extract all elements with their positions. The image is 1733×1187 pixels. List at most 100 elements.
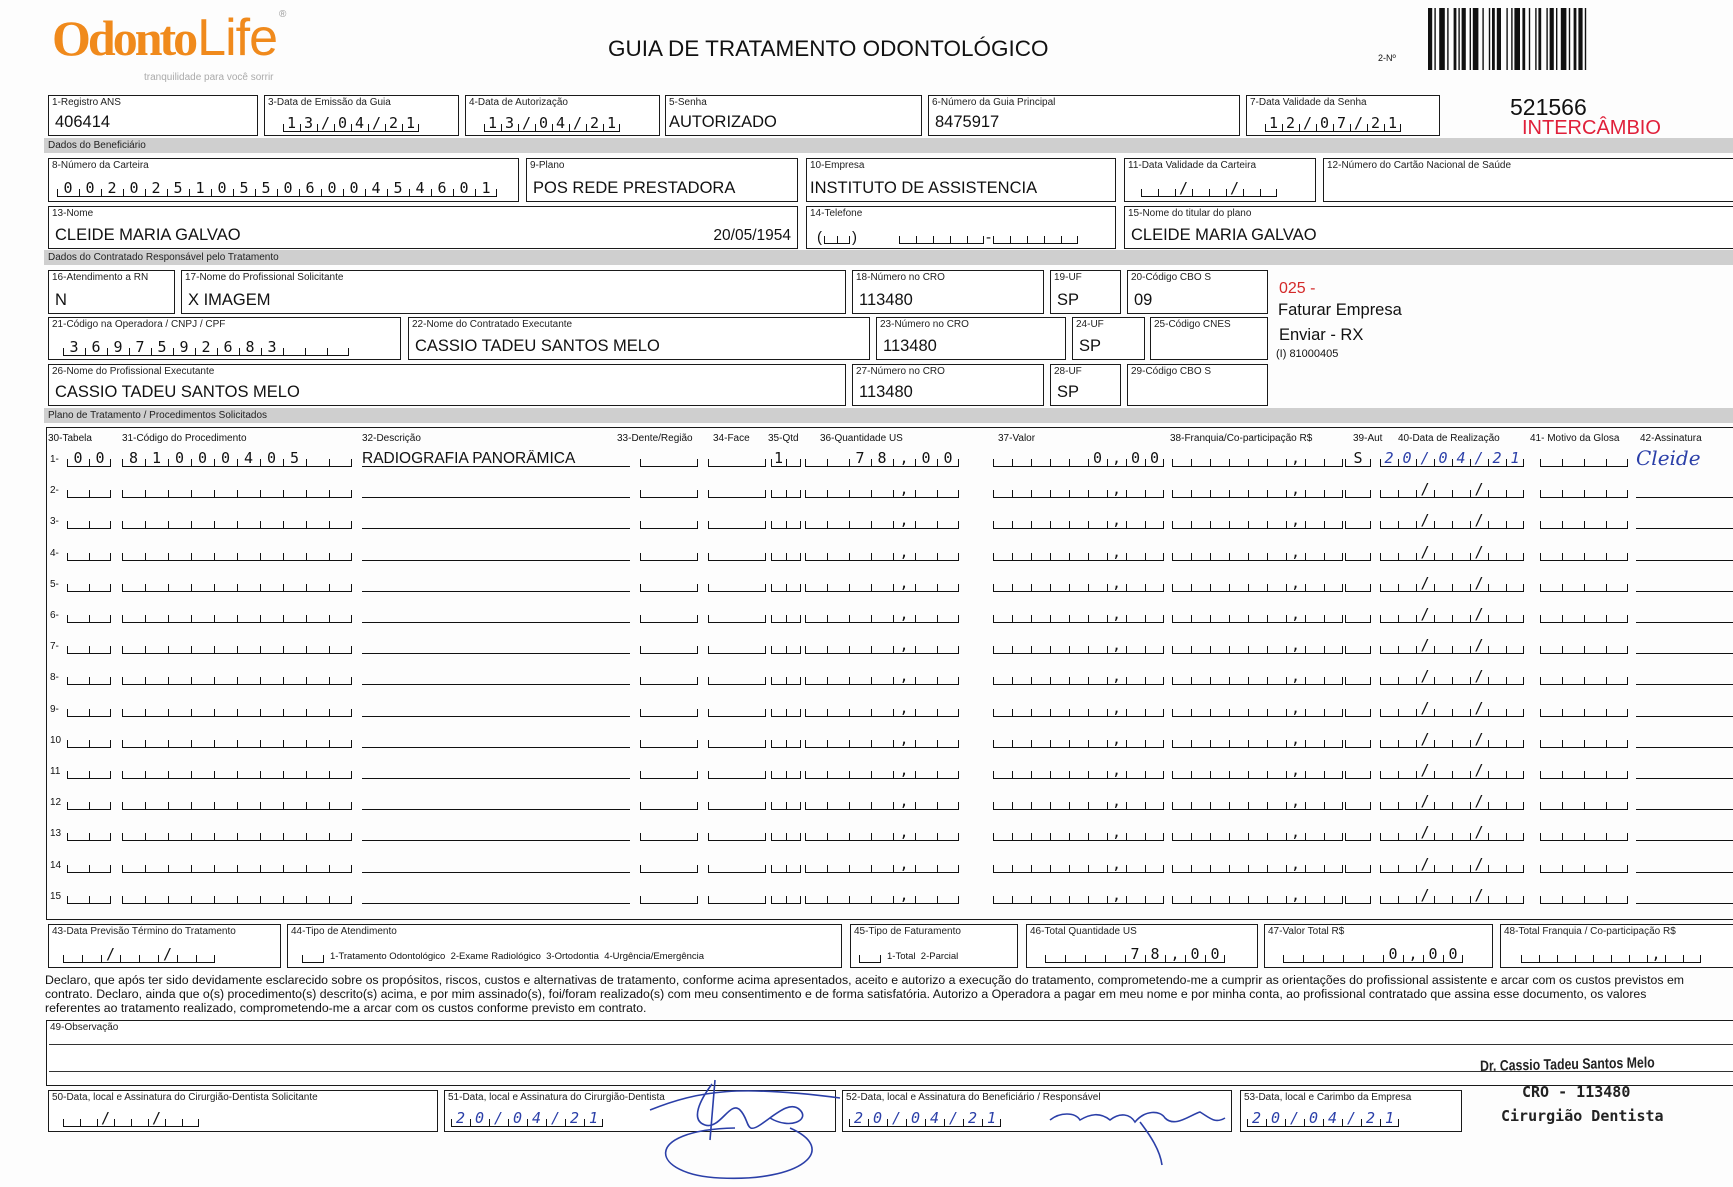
cell-glosa[interactable] [1540, 637, 1628, 655]
cell-franquia[interactable]: , [1172, 481, 1343, 499]
cell-qtd[interactable] [771, 668, 801, 686]
cell-aut[interactable] [1345, 512, 1371, 530]
cell-assinatura[interactable] [1636, 606, 1733, 623]
field-assinatura-beneficiario[interactable]: 52-Data, local e Assinatura do Beneficiá… [842, 1090, 1232, 1132]
cell-descricao[interactable] [362, 575, 630, 592]
cell-qtd_us[interactable]: , [805, 574, 959, 592]
cell-aut[interactable] [1345, 793, 1371, 811]
cell-descricao[interactable] [362, 544, 630, 561]
field-contratado-executante[interactable]: 22-Nome do Contratado Executante CASSIO T… [408, 317, 870, 360]
cell-face[interactable] [708, 762, 766, 779]
cell-descricao[interactable]: RADIOGRAFIA PANORÂMICA [362, 450, 630, 467]
cell-dente[interactable] [640, 699, 698, 717]
cell-qtd_us[interactable]: , [805, 606, 959, 623]
field-tipo-faturamento[interactable]: 45-Tipo de Faturamento 1-Total 2-Parcial [850, 924, 1018, 968]
field-data-autorizacao[interactable]: 4-Data de Autorização 13/04/21 [465, 95, 660, 136]
cell-franquia[interactable]: , [1172, 824, 1343, 842]
cell-descricao[interactable] [362, 731, 630, 748]
cell-codigo[interactable] [122, 855, 352, 873]
cell-face[interactable] [708, 699, 766, 717]
cell-assinatura[interactable] [1636, 668, 1733, 686]
phone-prefix-comb[interactable] [899, 227, 984, 244]
cell-face[interactable] [708, 824, 766, 842]
cell-qtd_us[interactable]: 78,00 [805, 450, 959, 467]
cell-franquia[interactable]: , [1172, 730, 1343, 748]
cell-face[interactable] [708, 512, 766, 530]
cell-valor[interactable]: , [993, 574, 1164, 592]
cell-valor[interactable]: , [993, 668, 1164, 686]
cell-face[interactable] [708, 668, 766, 686]
cell-franquia[interactable]: , [1172, 855, 1343, 873]
cell-assinatura[interactable]: Cleide [1636, 450, 1701, 467]
cell-glosa[interactable] [1540, 512, 1628, 530]
cell-aut[interactable] [1345, 637, 1371, 655]
cell-franquia[interactable]: , [1172, 793, 1343, 811]
cell-franquia[interactable]: , [1172, 543, 1343, 561]
field-atendimento-rn[interactable]: 16-Atendimento a RN N [48, 270, 175, 314]
cell-qtd[interactable] [771, 855, 801, 873]
cell-qtd[interactable] [771, 699, 801, 717]
cell-franquia[interactable]: , [1172, 512, 1343, 530]
cell-aut[interactable] [1345, 762, 1371, 779]
cell-data[interactable]: / / [1380, 730, 1524, 748]
cell-qtd[interactable]: 1 [771, 450, 801, 467]
field-cro-23[interactable]: 23-Número no CRO 113480 [876, 317, 1066, 360]
cell-dente[interactable] [640, 668, 698, 686]
cell-codigo[interactable] [122, 637, 352, 655]
cell-data[interactable]: / / [1380, 543, 1524, 561]
cell-face[interactable] [708, 637, 766, 655]
cell-tabela[interactable] [67, 886, 111, 904]
field-data-previsao[interactable]: 43-Data Previsão Término do Tratamento /… [48, 924, 281, 968]
cell-data[interactable]: / / [1380, 574, 1524, 592]
cell-franquia[interactable]: , [1172, 886, 1343, 904]
cell-tabela[interactable] [67, 762, 111, 779]
cell-data[interactable]: / / [1380, 512, 1524, 530]
cell-glosa[interactable] [1540, 730, 1628, 748]
cell-tabela[interactable] [67, 668, 111, 686]
field-codigo-operadora[interactable]: 21-Código na Operadora / CNPJ / CPF 36975… [48, 317, 401, 360]
phone-suffix-comb[interactable] [993, 227, 1078, 244]
cell-tabela[interactable] [67, 730, 111, 748]
cell-qtd[interactable] [771, 637, 801, 655]
cell-qtd[interactable] [771, 481, 801, 499]
cell-glosa[interactable] [1540, 824, 1628, 842]
cell-franquia[interactable]: , [1172, 668, 1343, 686]
cell-codigo[interactable] [122, 793, 352, 811]
cell-franquia[interactable]: , [1172, 699, 1343, 717]
cell-codigo[interactable] [122, 481, 352, 499]
cell-data[interactable]: / / [1380, 824, 1524, 842]
cell-tabela[interactable] [67, 481, 111, 499]
cell-descricao[interactable] [362, 606, 630, 623]
cell-codigo[interactable] [122, 762, 352, 779]
cell-valor[interactable]: , [993, 512, 1164, 530]
cell-assinatura[interactable] [1636, 824, 1733, 842]
field-cnes[interactable]: 25-Código CNES [1150, 317, 1268, 360]
cell-qtd_us[interactable]: , [805, 886, 959, 904]
cell-qtd_us[interactable]: , [805, 762, 959, 779]
cell-glosa[interactable] [1540, 574, 1628, 592]
cell-face[interactable] [708, 481, 766, 499]
cell-codigo[interactable] [122, 606, 352, 623]
cell-codigo[interactable] [122, 543, 352, 561]
cell-glosa[interactable] [1540, 606, 1628, 623]
field-cbo-20[interactable]: 20-Código CBO S 09 [1127, 270, 1268, 314]
field-cartao-nacional-saude[interactable]: 12-Número do Cartão Nacional de Saúde [1323, 158, 1733, 202]
cell-codigo[interactable] [122, 574, 352, 592]
field-senha[interactable]: 5-Senha AUTORIZADO [665, 95, 922, 136]
cell-codigo[interactable] [122, 886, 352, 904]
cell-face[interactable] [708, 574, 766, 592]
cell-face[interactable] [708, 793, 766, 811]
cell-aut[interactable] [1345, 481, 1371, 499]
cell-aut[interactable] [1345, 606, 1371, 623]
cell-dente[interactable] [640, 543, 698, 561]
cell-data[interactable]: / / [1380, 481, 1524, 499]
cell-valor[interactable]: , [993, 762, 1164, 779]
cell-qtd_us[interactable]: , [805, 637, 959, 655]
cell-codigo[interactable] [122, 668, 352, 686]
cell-data[interactable]: / / [1380, 668, 1524, 686]
field-assinatura-solicitante[interactable]: 50-Data, local e Assinatura do Cirurgião… [48, 1090, 438, 1132]
field-numero-carteira[interactable]: 8-Número da Carteira 00202510550600454601 [48, 158, 519, 202]
cell-qtd[interactable] [771, 824, 801, 842]
field-cro-18[interactable]: 18-Número no CRO 113480 [852, 270, 1044, 314]
field-guia-principal[interactable]: 6-Número da Guia Principal 8475917 [928, 95, 1240, 136]
